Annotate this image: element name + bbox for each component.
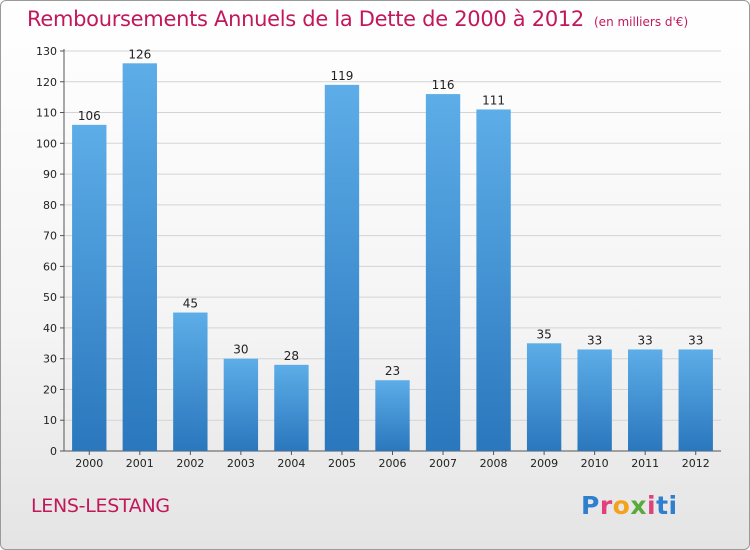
y-tick-label: 120 xyxy=(36,76,57,89)
x-tick-label: 2009 xyxy=(530,457,558,470)
x-tick-label: 2011 xyxy=(631,457,659,470)
bar-value-label: 106 xyxy=(78,109,101,123)
proxiti-logo[interactable]: Proxiti xyxy=(581,491,678,520)
bar-value-label: 111 xyxy=(482,93,505,107)
y-tick-label: 80 xyxy=(43,199,57,212)
x-tick-label: 2001 xyxy=(126,457,154,470)
town-name: LENS-LESTANG xyxy=(31,495,170,517)
bar-value-label: 33 xyxy=(688,333,703,347)
x-tick-label: 2010 xyxy=(581,457,609,470)
chart-title: Remboursements Annuels de la Dette de 20… xyxy=(27,7,688,31)
bar-value-label: 35 xyxy=(536,327,551,341)
bar xyxy=(72,124,107,451)
bar xyxy=(223,358,259,451)
bar-value-label: 33 xyxy=(638,333,653,347)
logo-letter: ti xyxy=(656,491,678,520)
bar xyxy=(678,349,713,451)
y-tick-label: 30 xyxy=(43,353,57,366)
bar-value-label: 116 xyxy=(432,78,455,92)
chart-title-unit: (en milliers d'€) xyxy=(594,15,689,29)
y-tick-label: 60 xyxy=(43,260,57,273)
logo-letter: i xyxy=(647,491,657,520)
bar-value-label: 30 xyxy=(233,343,248,357)
bar xyxy=(173,312,208,451)
logo-letter: o xyxy=(612,491,631,520)
bar xyxy=(274,364,309,451)
logo-letter: r xyxy=(599,491,613,520)
y-tick-label: 10 xyxy=(43,414,57,427)
y-tick-label: 110 xyxy=(36,107,57,120)
bar xyxy=(476,109,511,451)
logo-letter: x xyxy=(630,491,647,520)
bar xyxy=(628,349,663,451)
logo-letter: P xyxy=(581,491,600,520)
x-tick-label: 2004 xyxy=(277,457,305,470)
y-tick-label: 100 xyxy=(36,137,57,150)
x-tick-label: 2008 xyxy=(480,457,508,470)
bar xyxy=(425,94,461,452)
y-tick-label: 40 xyxy=(43,322,57,335)
bar-value-label: 28 xyxy=(284,349,299,363)
x-tick-label: 2006 xyxy=(379,457,407,470)
bar-value-label: 23 xyxy=(385,364,400,378)
value-labels: 106 126 45 30 28 119 23 116 111 35 33 33 33 xyxy=(78,47,704,378)
y-tick-label: 20 xyxy=(43,383,57,396)
y-tick-label: 90 xyxy=(43,168,57,181)
x-tick-label: 2005 xyxy=(328,457,356,470)
x-tick-label: 2007 xyxy=(429,457,457,470)
bars xyxy=(72,63,713,452)
y-tick-label: 50 xyxy=(43,291,57,304)
bar-value-label: 126 xyxy=(128,47,151,61)
y-tick-labels: 0 10 20 30 40 50 60 70 80 90 100 110 120 130 xyxy=(36,45,57,458)
bar xyxy=(375,380,410,451)
bar-value-label: 119 xyxy=(331,69,354,83)
bar xyxy=(526,343,562,451)
y-tick-label: 70 xyxy=(43,230,57,243)
x-tick-label: 2012 xyxy=(682,457,710,470)
x-tick-label: 2003 xyxy=(227,457,255,470)
chart-title-main: Remboursements Annuels de la Dette de 20… xyxy=(27,7,584,31)
bar-value-label: 33 xyxy=(587,333,602,347)
x-tick-label: 2000 xyxy=(75,457,103,470)
bar xyxy=(577,349,612,451)
y-tick-label: 130 xyxy=(36,45,57,58)
bar xyxy=(324,84,360,451)
x-tick-labels: 2000 2001 2002 2003 2004 2005 2006 2007 2008 2009… xyxy=(75,457,709,470)
bar xyxy=(122,63,157,452)
bar-value-label: 45 xyxy=(183,297,198,311)
y-tick-label: 0 xyxy=(50,445,57,458)
x-tick-label: 2002 xyxy=(176,457,204,470)
